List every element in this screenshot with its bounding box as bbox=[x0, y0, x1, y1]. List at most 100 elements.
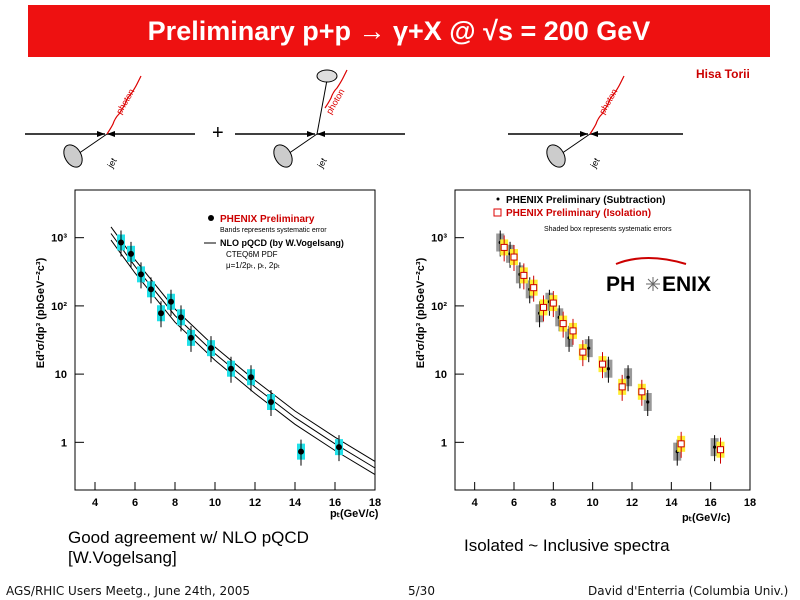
isolation-point bbox=[510, 253, 518, 261]
y-tick-label: 10² bbox=[431, 301, 447, 313]
data-point bbox=[298, 448, 304, 455]
x-tick-label: 12 bbox=[626, 497, 638, 509]
jet-cone-icon bbox=[316, 69, 338, 83]
isolation-point bbox=[638, 388, 646, 396]
y-tick-label: 10 bbox=[55, 369, 67, 381]
photon-wavy-line bbox=[324, 69, 348, 109]
right-spectrum-plot: Ed³σ/dp³ (pbGeV⁻²c³) 4 6 8 10 12 14 16 18 1 10 10²… bbox=[415, 189, 756, 523]
legend-data: PHENIX Preliminary bbox=[220, 214, 315, 225]
data-point bbox=[208, 345, 214, 352]
legend-marker-isolation bbox=[493, 208, 502, 217]
jet-cone-icon bbox=[546, 144, 566, 168]
caption-right: Isolated ~ Inclusive spectra bbox=[464, 536, 670, 555]
x-tick-label: 14 bbox=[665, 497, 678, 509]
legend-marker-data bbox=[208, 215, 214, 221]
data-point bbox=[248, 374, 254, 381]
data-point bbox=[178, 314, 184, 321]
x-tick-label: 4 bbox=[92, 497, 99, 509]
legend-scale: μ=1/2pₜ, pₜ, 2pₜ bbox=[226, 261, 280, 270]
legend-data-sub: Bands represents systematic error bbox=[220, 227, 327, 234]
y-tick-label: 1 bbox=[441, 437, 447, 449]
legend-note: Shaded box represents systematic errors bbox=[544, 226, 672, 233]
caption-left-1: Good agreement w/ NLO pQCD bbox=[68, 528, 309, 547]
isolation-point bbox=[599, 360, 606, 368]
x-tick-label: 18 bbox=[744, 497, 756, 509]
x-axis-label: pₜ(GeV/c) bbox=[330, 508, 379, 520]
y-tick-label: 1 bbox=[61, 437, 67, 449]
photon-label: photon bbox=[114, 87, 136, 116]
data-point bbox=[118, 239, 124, 246]
jet-cone-icon bbox=[273, 144, 293, 168]
data-point bbox=[138, 271, 144, 278]
isolation-point bbox=[530, 284, 538, 292]
x-tick-label: 16 bbox=[705, 497, 717, 509]
y-axis-label: Ed³σ/dp³ (pbGeV⁻²c³) bbox=[415, 257, 427, 368]
isolation-point bbox=[579, 348, 587, 356]
logo-star-icon bbox=[646, 277, 660, 291]
subtraction-point bbox=[587, 346, 591, 350]
data-point bbox=[228, 365, 234, 372]
phenix-logo: PH ENIX bbox=[606, 257, 711, 296]
x-tick-label: 8 bbox=[550, 497, 556, 509]
y-axis-label: Ed³σ/dp³ (pbGeV⁻²c³) bbox=[35, 257, 47, 368]
footer-right: David d'Enterria (Columbia Univ.) bbox=[588, 584, 789, 598]
photon-label: photon bbox=[597, 87, 619, 116]
data-point bbox=[168, 298, 174, 305]
plot-frame bbox=[74, 189, 376, 491]
x-tick-label: 4 bbox=[472, 497, 479, 509]
data-point bbox=[148, 286, 154, 293]
data-point bbox=[188, 334, 194, 341]
footer-page: 5/30 bbox=[408, 584, 435, 598]
legend-subtraction: PHENIX Preliminary (Subtraction) bbox=[506, 195, 665, 206]
isolation-point bbox=[559, 320, 567, 328]
subtraction-point bbox=[713, 445, 717, 449]
subtraction-point bbox=[646, 400, 650, 404]
subtraction-point bbox=[626, 375, 630, 379]
isolation-point bbox=[540, 303, 547, 311]
jet-cone-icon bbox=[63, 144, 83, 168]
x-tick-label: 6 bbox=[132, 497, 138, 509]
left-spectrum-plot: Ed³σ/dp³ (pbGeV⁻²c³) 4 6 8 10 12 14 16 18 1 10 10²… bbox=[35, 189, 381, 520]
subtraction-point bbox=[606, 367, 610, 371]
x-tick-label: 14 bbox=[289, 497, 302, 509]
jet-label: jet bbox=[105, 156, 119, 171]
isolation-point bbox=[677, 440, 685, 448]
legend-marker-subtraction bbox=[496, 197, 500, 201]
x-tick-label: 16 bbox=[329, 497, 341, 509]
x-tick-label: 6 bbox=[511, 497, 517, 509]
x-axis-label: pₜ(GeV/c) bbox=[682, 512, 731, 523]
author-name: Hisa Torii bbox=[696, 67, 750, 81]
x-tick-label: 10 bbox=[587, 497, 599, 509]
legend-isolation: PHENIX Preliminary (Isolation) bbox=[506, 208, 651, 219]
isolation-point bbox=[500, 243, 508, 251]
isolation-point bbox=[618, 383, 626, 391]
data-point bbox=[158, 310, 164, 317]
legend-theory: NLO pQCD (by W.Vogelsang) bbox=[220, 238, 344, 248]
y-tick-label: 10³ bbox=[431, 233, 447, 245]
jet-label: jet bbox=[315, 156, 329, 171]
isolation-point bbox=[569, 327, 577, 335]
photon-wavy-line bbox=[106, 75, 142, 135]
logo-text-left: PH bbox=[606, 273, 635, 296]
footer-left: AGS/RHIC Users Meetg., June 24th, 2005 bbox=[6, 584, 251, 598]
diagram-direct-photon: photon jet bbox=[25, 75, 195, 171]
data-point bbox=[268, 399, 274, 406]
logo-text-right: ENIX bbox=[662, 273, 711, 296]
y-tick-label: 10² bbox=[51, 301, 67, 313]
x-tick-label: 18 bbox=[369, 497, 381, 509]
jet-label: jet bbox=[588, 156, 602, 171]
y-tick-label: 10 bbox=[435, 369, 447, 381]
x-tick-label: 8 bbox=[172, 497, 178, 509]
plus-sign: + bbox=[212, 122, 224, 144]
data-point bbox=[336, 444, 342, 451]
legend-pdf: CTEQ6M PDF bbox=[226, 250, 278, 259]
plot-frame bbox=[454, 189, 751, 491]
arrow-head bbox=[97, 131, 105, 137]
diagram-isolated-photon: photon jet bbox=[508, 75, 683, 171]
photon-label: photon bbox=[324, 87, 346, 116]
isolation-point bbox=[549, 299, 557, 307]
y-tick-label: 10³ bbox=[51, 233, 67, 245]
x-tick-label: 10 bbox=[209, 497, 221, 509]
isolation-point bbox=[520, 271, 528, 279]
slide-title: Preliminary p+p → γ+X @ √s = 200 GeV bbox=[28, 5, 770, 57]
